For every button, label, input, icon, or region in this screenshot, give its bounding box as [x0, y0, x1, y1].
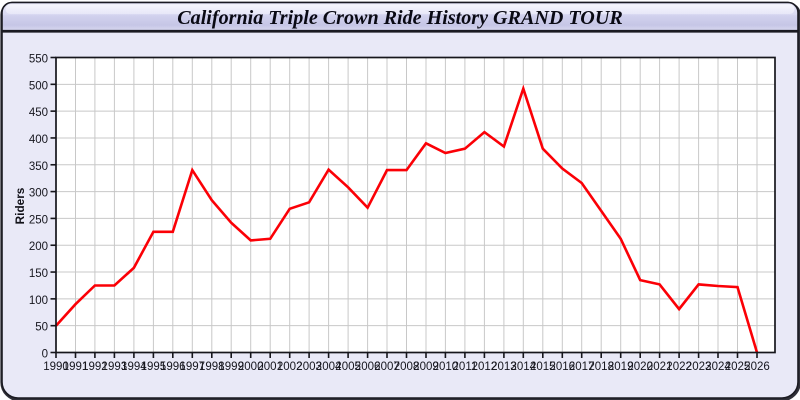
svg-text:550: 550 [29, 54, 48, 66]
svg-text:2006: 2006 [355, 361, 381, 373]
svg-text:1992: 1992 [82, 361, 108, 373]
svg-text:1995: 1995 [141, 361, 167, 373]
svg-text:300: 300 [29, 188, 48, 200]
svg-text:2014: 2014 [511, 361, 537, 373]
svg-text:1996: 1996 [160, 361, 186, 373]
svg-text:2025: 2025 [725, 361, 751, 373]
svg-text:2005: 2005 [335, 361, 361, 373]
svg-text:2020: 2020 [627, 361, 653, 373]
svg-text:2009: 2009 [413, 361, 439, 373]
svg-text:2004: 2004 [316, 361, 342, 373]
svg-text:2024: 2024 [705, 361, 731, 373]
svg-text:1991: 1991 [63, 361, 89, 373]
svg-text:2000: 2000 [238, 361, 264, 373]
svg-text:2026: 2026 [744, 361, 770, 373]
svg-text:450: 450 [29, 107, 48, 119]
svg-text:California Triple Crown Ride H: California Triple Crown Ride History GRA… [177, 7, 622, 29]
svg-text:150: 150 [29, 268, 48, 280]
svg-text:1999: 1999 [218, 361, 244, 373]
svg-text:2021: 2021 [647, 361, 673, 373]
svg-text:400: 400 [29, 134, 48, 146]
svg-text:2002: 2002 [277, 361, 303, 373]
svg-text:2017: 2017 [569, 361, 595, 373]
svg-text:2016: 2016 [550, 361, 576, 373]
svg-text:500: 500 [29, 80, 48, 92]
svg-text:Riders: Riders [13, 187, 27, 224]
svg-text:2023: 2023 [686, 361, 712, 373]
svg-text:2008: 2008 [394, 361, 420, 373]
svg-text:0: 0 [42, 349, 48, 361]
svg-text:2010: 2010 [433, 361, 459, 373]
svg-text:1990: 1990 [43, 361, 69, 373]
svg-text:2003: 2003 [296, 361, 322, 373]
svg-text:1994: 1994 [121, 361, 147, 373]
svg-text:350: 350 [29, 161, 48, 173]
svg-text:2022: 2022 [666, 361, 692, 373]
svg-text:2012: 2012 [472, 361, 498, 373]
svg-text:100: 100 [29, 295, 48, 307]
svg-text:1997: 1997 [180, 361, 206, 373]
svg-text:250: 250 [29, 214, 48, 226]
svg-text:2018: 2018 [588, 361, 614, 373]
svg-text:2013: 2013 [491, 361, 517, 373]
svg-text:1998: 1998 [199, 361, 225, 373]
svg-text:2007: 2007 [374, 361, 400, 373]
svg-text:1993: 1993 [102, 361, 128, 373]
svg-text:2011: 2011 [453, 361, 478, 373]
svg-text:2001: 2001 [257, 361, 283, 373]
svg-text:2015: 2015 [530, 361, 556, 373]
svg-text:2019: 2019 [608, 361, 634, 373]
svg-text:50: 50 [35, 322, 48, 334]
svg-text:200: 200 [29, 241, 48, 253]
